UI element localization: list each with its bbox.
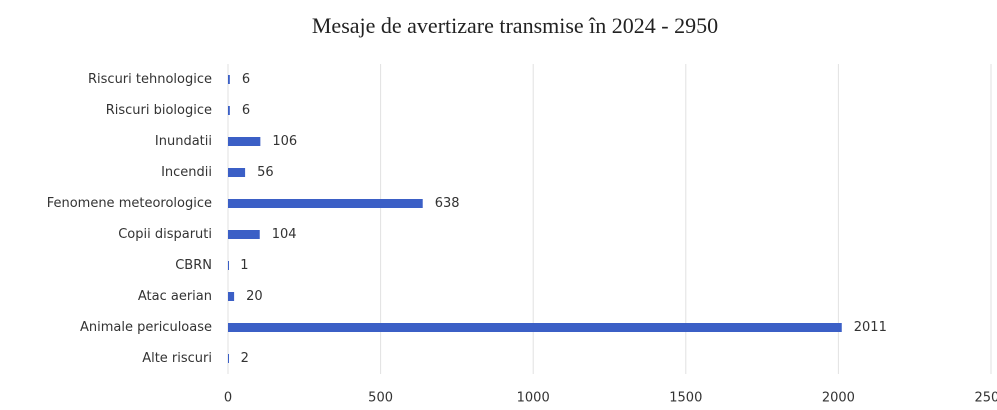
bar — [228, 137, 261, 146]
bar — [228, 292, 235, 301]
bar — [228, 168, 246, 177]
x-tick-label: 0 — [224, 391, 232, 406]
y-tick-label: Incendii — [161, 165, 212, 180]
y-tick-label: Inundatii — [155, 134, 212, 149]
y-tick-label: Riscuri biologice — [106, 103, 212, 118]
x-tick-label: 500 — [368, 391, 393, 406]
data-label: 104 — [272, 227, 297, 242]
bar — [228, 106, 230, 115]
data-label: 2011 — [854, 320, 887, 335]
chart-title: Mesaje de avertizare transmise în 2024 -… — [312, 13, 718, 38]
y-tick-label: Riscuri tehnologice — [88, 72, 212, 87]
data-label: 638 — [435, 196, 460, 211]
bar — [228, 354, 229, 363]
data-label: 6 — [242, 72, 250, 87]
x-tick-label: 1000 — [517, 391, 550, 406]
y-tick-label: Animale periculoase — [80, 320, 212, 335]
data-label: 106 — [272, 134, 297, 149]
data-label: 6 — [242, 103, 250, 118]
y-tick-label: Atac aerian — [138, 289, 212, 304]
bar — [228, 261, 229, 270]
y-tick-label: Copii disparuti — [118, 227, 212, 242]
y-tick-label: Alte riscuri — [142, 351, 212, 366]
bar — [228, 199, 423, 208]
data-label: 2 — [241, 351, 249, 366]
y-tick-label: CBRN — [175, 258, 212, 273]
data-label: 56 — [257, 165, 274, 180]
x-tick-label: 2500 — [974, 391, 997, 406]
data-label: 1 — [240, 258, 248, 273]
bar — [228, 323, 842, 332]
y-tick-label: Fenomene meteorologice — [47, 196, 212, 211]
bar — [228, 75, 230, 84]
x-tick-label: 1500 — [669, 391, 702, 406]
x-tick-label: 2000 — [822, 391, 855, 406]
bar — [228, 230, 260, 239]
data-label: 20 — [246, 289, 263, 304]
